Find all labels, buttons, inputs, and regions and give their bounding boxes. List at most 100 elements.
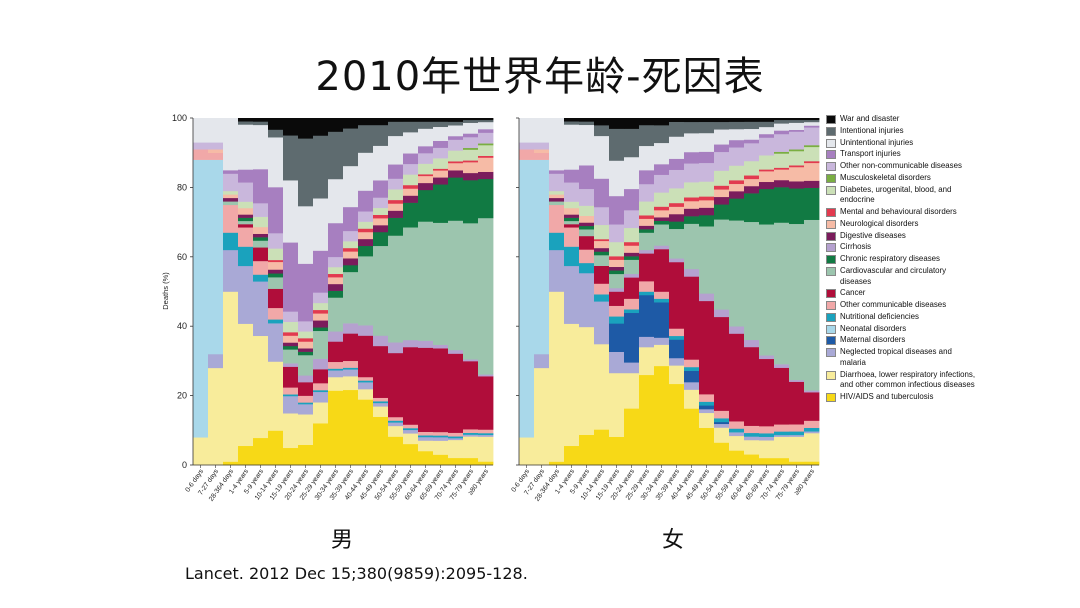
bar-segment [654, 291, 670, 299]
bar-segment [283, 332, 299, 336]
bar-segment [699, 401, 715, 406]
bar-segment [624, 298, 640, 310]
bar-segment [373, 207, 389, 215]
bar-segment [223, 204, 239, 233]
bar-segment [448, 118, 464, 122]
bar-segment [328, 361, 344, 369]
bar-segment [463, 172, 479, 181]
bar-segment [298, 444, 314, 466]
bar-segment [208, 159, 224, 355]
bar-segment [774, 130, 790, 135]
bar-segment [714, 427, 730, 443]
bar-segment [579, 326, 595, 435]
bar-segment [789, 188, 805, 225]
bar-segment [789, 122, 805, 131]
bar-segment [744, 175, 760, 180]
bar-segment [699, 405, 715, 410]
bar-segment [594, 301, 610, 345]
bar-segment [714, 129, 730, 145]
bar-segment [654, 125, 670, 144]
legend-swatch [826, 348, 836, 358]
bar-segment [478, 129, 494, 133]
bar-segment [313, 309, 329, 314]
bar-segment [403, 174, 419, 186]
bar-segment [789, 223, 805, 381]
bar-segment [594, 343, 610, 430]
bar-segment [388, 210, 404, 218]
bar-segment [624, 156, 640, 190]
bar-segment [774, 222, 790, 365]
bar-segment [253, 335, 269, 439]
bar-segment [594, 240, 610, 249]
legend-swatch [826, 150, 836, 160]
bar-segment [238, 214, 254, 218]
bar-segment [534, 149, 550, 153]
bar-segment [223, 194, 239, 199]
legend-swatch [826, 312, 836, 322]
bar-segment [714, 121, 730, 130]
bar-segment [654, 337, 670, 345]
bar-segment [358, 238, 374, 247]
bar-segment [564, 246, 580, 267]
bar-segment [594, 283, 610, 295]
bar-segment [373, 231, 389, 247]
bar-segment [609, 323, 625, 352]
bar-segment [463, 359, 479, 362]
bar-segment [388, 217, 404, 236]
legend-swatch [826, 336, 836, 346]
bar-segment [654, 217, 670, 221]
bar-segment [789, 151, 805, 166]
bar-segment [729, 183, 745, 192]
bar-segment [519, 149, 535, 160]
bar-segment [298, 331, 314, 339]
bar-segment [564, 182, 580, 202]
bar-segment [789, 434, 805, 437]
bar-segment [313, 390, 329, 393]
bar-segment [654, 164, 670, 175]
bar-segment [418, 431, 434, 436]
bar-segment [403, 163, 419, 175]
bar-segment [388, 135, 404, 165]
bar-segment [729, 450, 745, 466]
bar-segment [358, 256, 374, 326]
bar-segment [609, 266, 625, 271]
bar-segment [564, 220, 580, 225]
bar-segment [478, 217, 494, 375]
bar-segment [714, 196, 730, 205]
legend-label: Transport injuries [840, 149, 901, 159]
y-tick-label: 60 [177, 252, 187, 262]
bar-segment [418, 189, 434, 222]
bar-segment [268, 259, 284, 263]
bar-segment [298, 375, 314, 383]
bar-segment [298, 348, 314, 352]
bar-segment [478, 157, 494, 172]
bar-segment [729, 191, 745, 199]
bar-segment [463, 118, 479, 121]
bar-segment [729, 139, 745, 148]
bar-segment [654, 174, 670, 193]
bar-segment [669, 228, 685, 259]
bar-segment [624, 118, 640, 129]
bar-segment [699, 409, 715, 414]
bar-segment [579, 118, 595, 122]
bar-segment [759, 133, 775, 138]
bar-segment [403, 184, 419, 189]
bar-segment [669, 365, 685, 385]
bar-segment [358, 118, 374, 126]
bar-segment [804, 431, 820, 434]
bar-segment [594, 135, 610, 179]
bar-segment [579, 262, 595, 274]
bar-segment [534, 152, 550, 160]
bar-segment [519, 159, 535, 438]
bar-segment [564, 265, 580, 324]
legend-label: Nutritional deficiencies [840, 311, 919, 321]
bar-segment [774, 123, 790, 131]
bar-segment [744, 439, 760, 455]
legend-swatch [826, 231, 836, 241]
bar-segment [624, 312, 640, 363]
bar-segment [223, 461, 239, 466]
bar-segment [298, 351, 314, 356]
bar-segment [433, 440, 449, 455]
bar-segment [684, 163, 700, 183]
bar-segment [549, 201, 565, 206]
